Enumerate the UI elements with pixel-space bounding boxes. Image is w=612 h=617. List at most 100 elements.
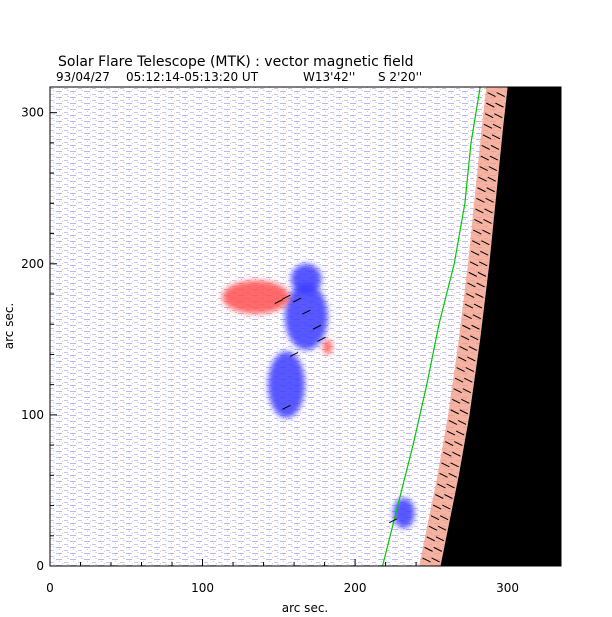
vector-6	[428, 525, 438, 531]
vector-95	[274, 299, 284, 305]
vector-47	[472, 314, 482, 320]
vector-66	[475, 208, 484, 214]
vector-63	[482, 229, 491, 235]
vector-41	[468, 345, 477, 351]
vector-75	[488, 166, 498, 172]
vector-85	[494, 113, 503, 119]
vector-53	[476, 282, 485, 288]
vector-11	[442, 504, 451, 510]
vector-87	[495, 102, 504, 108]
field-vectors	[274, 92, 505, 563]
vector-23	[454, 441, 463, 447]
vector-36	[456, 367, 465, 373]
subtitle-date: 93/04/27	[56, 70, 110, 84]
vector-69	[485, 197, 494, 203]
vector-13	[444, 494, 453, 499]
x-tick-label: 300	[496, 581, 519, 595]
vector-92	[302, 309, 311, 315]
vector-18	[441, 462, 450, 468]
vector-37	[465, 367, 475, 373]
subtitle-longitude: W13'42''	[303, 70, 355, 84]
off-limb-region	[440, 87, 561, 566]
vector-71	[486, 187, 495, 193]
vector-72	[478, 176, 487, 182]
y-tick-label: 300	[21, 106, 44, 120]
x-tick-label: 100	[191, 581, 214, 595]
vector-50	[465, 293, 475, 298]
vector-31	[461, 398, 470, 404]
vector-10	[432, 504, 442, 510]
y-axis-label: arc sec.	[2, 303, 16, 349]
x-axis-label: arc sec.	[282, 601, 328, 615]
vector-51	[475, 293, 484, 298]
vector-64	[474, 219, 483, 224]
vector-27	[457, 420, 467, 425]
vector-68	[476, 197, 485, 203]
vector-45	[471, 324, 480, 330]
vector-76	[480, 155, 489, 161]
vector-58	[470, 250, 480, 256]
vector-74	[479, 166, 488, 172]
vector-70	[477, 187, 486, 193]
vector-38	[457, 356, 467, 362]
vector-20	[443, 451, 452, 457]
vector-57	[478, 261, 488, 267]
vector-4	[426, 536, 435, 542]
vector-93	[312, 324, 322, 330]
vector-96	[289, 352, 299, 357]
vector-22	[444, 441, 454, 447]
vector-89	[496, 92, 505, 98]
vector-24	[446, 430, 456, 436]
y-tick-label: 200	[21, 257, 44, 271]
vector-49	[473, 303, 483, 309]
vector-73	[487, 176, 496, 182]
vector-17	[448, 472, 457, 478]
vector-56	[469, 261, 479, 267]
vector-67	[484, 208, 493, 214]
vector-35	[464, 377, 473, 383]
vector-65	[483, 219, 492, 224]
region-negative-spot-north	[291, 263, 322, 295]
vector-2	[424, 546, 433, 552]
plot-frame	[49, 86, 562, 567]
vector-83	[492, 123, 502, 129]
region-positive-plage	[222, 280, 290, 314]
vector-61	[481, 240, 490, 246]
x-tick-label: 0	[46, 581, 54, 595]
vector-33	[462, 388, 472, 394]
vector-30	[451, 398, 461, 404]
y-tick-label: 100	[21, 408, 44, 422]
subtitle-time: 05:12:14-05:13:20 UT	[126, 70, 259, 84]
vector-42	[460, 335, 470, 341]
vector-5	[435, 536, 445, 542]
x-tick-label: 200	[344, 581, 367, 595]
region-negative-small	[393, 498, 415, 529]
vector-78	[481, 144, 491, 150]
green-contour-line	[381, 87, 481, 566]
limb-band	[419, 87, 508, 566]
vector-25	[455, 430, 465, 436]
vector-15	[446, 483, 455, 489]
subtitle-latitude: S 2'20''	[378, 70, 422, 84]
vector-52	[467, 282, 476, 288]
vector-55	[477, 271, 487, 277]
vector-34	[454, 377, 464, 383]
vector-9	[439, 515, 449, 521]
vector-29	[459, 409, 469, 415]
vector-39	[467, 356, 476, 362]
y-axis: 0 100 200 300	[21, 106, 57, 573]
y-tick-label: 0	[36, 559, 44, 573]
vector-77	[489, 155, 499, 161]
vector-7	[437, 525, 447, 531]
vector-19	[450, 462, 459, 468]
vector-28	[450, 409, 459, 415]
vector-32	[453, 388, 462, 394]
vector-80	[482, 134, 492, 140]
vector-16	[439, 472, 448, 478]
vector-40	[459, 345, 468, 351]
plot-area	[50, 87, 561, 566]
region-positive-small	[323, 339, 333, 355]
vector-1	[431, 557, 440, 563]
vector-60	[471, 240, 481, 246]
